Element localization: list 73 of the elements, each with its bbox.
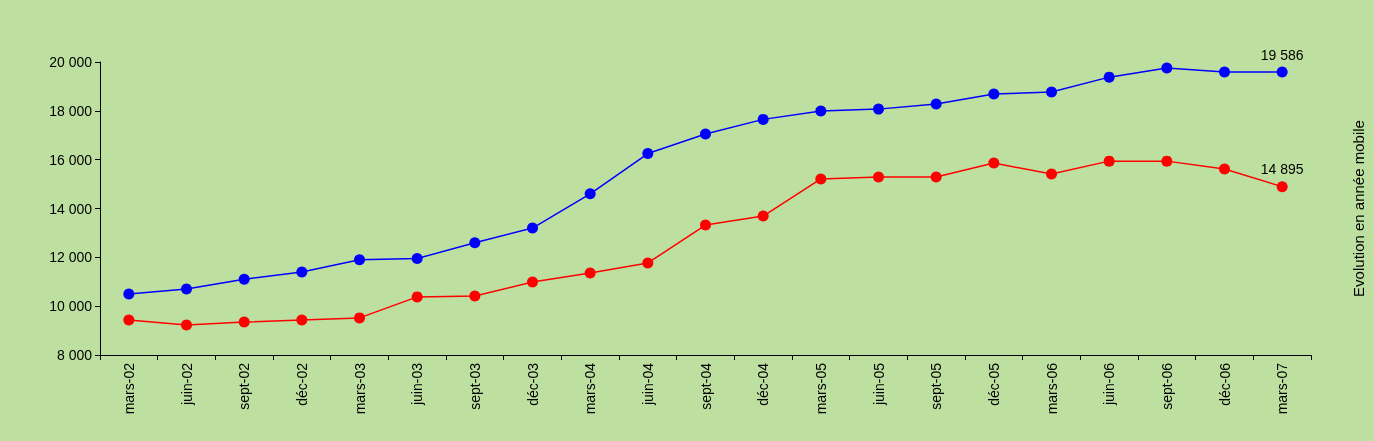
x-tick-label: sept-02 [236,362,253,410]
y-tick-label: 8 000 [56,347,93,363]
point [988,88,1000,100]
point [815,105,827,117]
point [469,237,481,249]
x-tick-label: déc-06 [1216,362,1233,406]
point [1276,181,1288,193]
point [873,103,884,115]
y-tick-label: 14 000 [49,200,93,217]
y-tick-label: 10 000 [49,298,93,315]
point [873,171,884,183]
y-tick-label: 20 000 [49,54,93,70]
point [930,98,942,110]
point [1276,66,1288,78]
point [1161,62,1173,74]
point [296,266,308,278]
point [700,128,711,140]
x-tick-label: juin-03 [409,362,426,407]
point [930,171,942,183]
x-tick-label: juin-04 [639,362,656,407]
data-label: 19 586 [1260,46,1304,63]
x-tick-label: mars-06 [1043,362,1060,415]
point [642,257,654,269]
point [123,288,135,300]
point [296,314,308,326]
point [238,316,250,328]
x-tick-label: juin-05 [870,362,887,407]
x-tick-label: déc-02 [293,362,310,406]
point [642,148,654,160]
point [700,219,711,231]
point [411,253,423,265]
point [354,254,365,266]
x-tick-label: mars-05 [812,362,829,415]
point [1046,168,1057,180]
point [757,113,769,125]
x-tick-label: déc-03 [524,362,541,406]
point [238,273,250,285]
point [469,290,481,302]
point [354,312,365,324]
x-tick-label: mars-07 [1274,362,1291,415]
x-tick-label: mars-04 [582,362,599,415]
x-tick-label: sept-06 [1158,362,1175,410]
point [1103,155,1115,167]
x-tick-label: déc-05 [985,362,1002,406]
x-tick-label: déc-04 [755,362,772,406]
x-tick-label: juin-02 [178,362,195,407]
point [815,173,827,185]
x-tick-label: sept-04 [697,362,714,410]
y-tick-label: 12 000 [49,249,93,266]
x-tick-label: mars-02 [120,362,137,415]
point [411,291,423,303]
point [527,276,538,288]
point [757,210,769,222]
point [584,267,596,279]
point [1219,66,1230,78]
point [1219,163,1230,175]
x-tick-label: sept-03 [466,362,483,410]
point [1103,71,1115,83]
y-tick-label: 16 000 [49,151,93,168]
point [988,157,1000,169]
point [181,319,192,331]
x-tick-label: sept-05 [928,362,945,410]
y-tick-label: 18 000 [49,102,93,119]
x-tick-label: juin-06 [1101,362,1118,407]
point [527,222,538,234]
point [1161,155,1173,167]
x-tick-label: mars-03 [351,362,368,415]
data-label: 14 895 [1260,161,1304,178]
point [584,188,596,200]
point [123,314,135,326]
y-axis-title: Evolution en année mobile [1350,120,1367,297]
point [1046,86,1057,98]
point [181,283,192,295]
